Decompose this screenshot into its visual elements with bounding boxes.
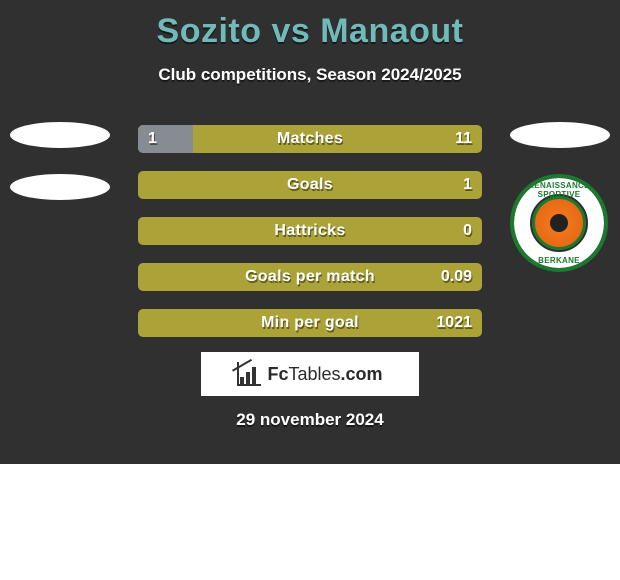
stat-bar-label: Goals per match: [138, 263, 482, 291]
stat-bar-row: Matches111: [138, 125, 482, 153]
left-player-badges: [10, 122, 110, 226]
club-crest-rsb-icon: RENAISSANCE SPORTIVE BERKANE: [510, 174, 608, 272]
page-subtitle: Club competitions, Season 2024/2025: [0, 65, 620, 85]
placeholder-badge-icon: [510, 122, 610, 148]
stat-bar-row: Hattricks0: [138, 217, 482, 245]
brand-part-c: .com: [341, 364, 383, 384]
stat-bar-right-value: 1021: [436, 309, 472, 337]
brand-part-b: Tables: [288, 364, 340, 384]
source-logo-text: FcTables.com: [267, 364, 382, 385]
stat-bar-label: Hattricks: [138, 217, 482, 245]
football-icon: [550, 214, 568, 232]
bar-chart-icon: [237, 362, 261, 386]
stat-bar-right-value: 0: [463, 217, 472, 245]
comparison-card: Sozito vs Manaout Club competitions, Sea…: [0, 0, 620, 464]
stat-bar-left-value: 1: [148, 125, 157, 153]
placeholder-badge-icon: [10, 122, 110, 148]
stat-bar-row: Min per goal1021: [138, 309, 482, 337]
right-player-badges: RENAISSANCE SPORTIVE BERKANE: [510, 122, 610, 272]
stat-bar-label: Matches: [138, 125, 482, 153]
page-title: Sozito vs Manaout: [0, 12, 620, 51]
placeholder-badge-icon: [10, 174, 110, 200]
snapshot-date: 29 november 2024: [0, 410, 620, 430]
crest-center-icon: [532, 196, 586, 250]
stat-bar-right-value: 11: [455, 125, 472, 153]
stat-bar-label: Min per goal: [138, 309, 482, 337]
stat-bar-row: Goals per match0.09: [138, 263, 482, 291]
stat-bar-right-value: 1: [463, 171, 472, 199]
source-logo: FcTables.com: [201, 352, 419, 396]
stat-bar-right-value: 0.09: [441, 263, 472, 291]
stat-bars: Matches111Goals1Hattricks0Goals per matc…: [138, 125, 482, 355]
stat-bar-label: Goals: [138, 171, 482, 199]
crest-bottom-text: BERKANE: [514, 256, 604, 265]
brand-part-a: Fc: [267, 364, 288, 384]
stat-bar-row: Goals1: [138, 171, 482, 199]
